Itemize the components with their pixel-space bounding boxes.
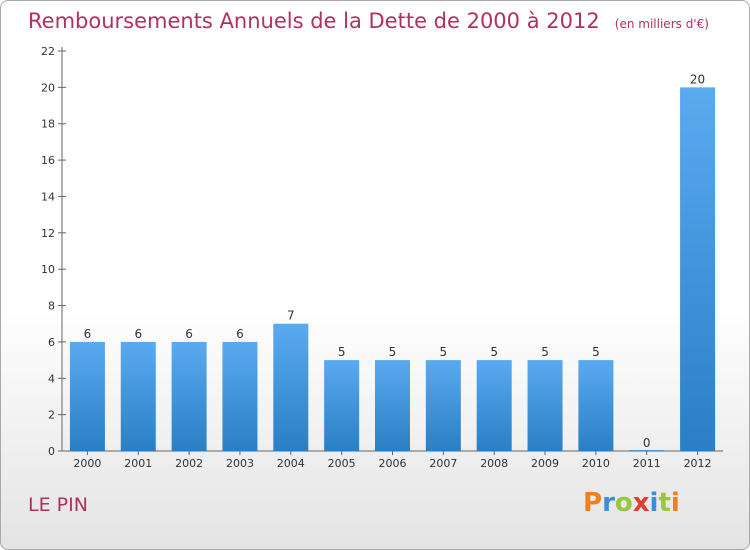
logo-letter: P xyxy=(583,488,603,518)
x-tick-label: 2011 xyxy=(633,457,661,470)
y-tick-label: 8 xyxy=(48,300,55,313)
x-tick-label: 2004 xyxy=(277,457,305,470)
bar xyxy=(222,341,258,451)
y-tick-label: 14 xyxy=(41,190,55,203)
logo-letter: t xyxy=(658,488,671,518)
logo-letter: o xyxy=(614,488,633,518)
y-tick-label: 0 xyxy=(48,445,55,458)
x-tick-label: 2005 xyxy=(328,457,356,470)
bar xyxy=(578,360,614,451)
bar xyxy=(680,87,716,451)
bar-value-label: 6 xyxy=(185,327,193,341)
y-tick-label: 12 xyxy=(41,227,55,240)
x-tick-label: 2002 xyxy=(175,457,203,470)
bar-value-label: 5 xyxy=(440,345,448,359)
x-tick-label: 2010 xyxy=(582,457,610,470)
logo-letter: i xyxy=(649,488,659,518)
chart-title: Remboursements Annuels de la Dette de 20… xyxy=(28,9,709,33)
chart-unit-note: (en milliers d'€) xyxy=(614,17,709,31)
bar-value-label: 5 xyxy=(490,345,498,359)
bar-value-label: 5 xyxy=(389,345,397,359)
x-tick-label: 2007 xyxy=(429,457,457,470)
x-tick-label: 2003 xyxy=(226,457,254,470)
y-tick-label: 4 xyxy=(48,372,55,385)
logo-letter: r xyxy=(602,488,615,518)
bar-value-label: 6 xyxy=(236,327,244,341)
y-tick-label: 20 xyxy=(41,81,55,94)
y-tick-label: 6 xyxy=(48,336,55,349)
bar xyxy=(476,360,512,451)
x-tick-label: 2001 xyxy=(124,457,152,470)
bar xyxy=(69,341,105,451)
y-tick-label: 16 xyxy=(41,154,55,167)
bar-value-label: 6 xyxy=(134,327,142,341)
proxiti-logo: Proxiti xyxy=(583,488,680,518)
logo-letter: i xyxy=(670,488,680,518)
y-tick-label: 22 xyxy=(41,45,55,58)
bar xyxy=(273,323,309,451)
x-tick-label: 2006 xyxy=(379,457,407,470)
bar-value-label: 6 xyxy=(84,327,92,341)
bar xyxy=(324,360,360,451)
y-tick-label: 10 xyxy=(41,263,55,276)
city-name: LE PIN xyxy=(28,494,88,516)
bar-value-label: 7 xyxy=(287,309,295,323)
x-tick-label: 2012 xyxy=(684,457,712,470)
x-tick-label: 2009 xyxy=(531,457,559,470)
logo-letter: x xyxy=(632,488,650,518)
bar xyxy=(527,360,563,451)
bar-value-label: 5 xyxy=(592,345,600,359)
x-tick-label: 2000 xyxy=(73,457,101,470)
bar-value-label: 20 xyxy=(690,72,705,86)
x-tick-label: 2008 xyxy=(480,457,508,470)
y-tick-label: 18 xyxy=(41,118,55,131)
bar xyxy=(425,360,461,451)
bar-value-label: 0 xyxy=(643,436,651,450)
bar-value-label: 5 xyxy=(541,345,549,359)
bar xyxy=(120,341,156,451)
bar-value-label: 5 xyxy=(338,345,346,359)
y-tick-label: 2 xyxy=(48,409,55,422)
chart-title-text: Remboursements Annuels de la Dette de 20… xyxy=(28,9,600,33)
bar xyxy=(629,450,665,451)
bar xyxy=(171,341,207,451)
bar xyxy=(375,360,410,451)
